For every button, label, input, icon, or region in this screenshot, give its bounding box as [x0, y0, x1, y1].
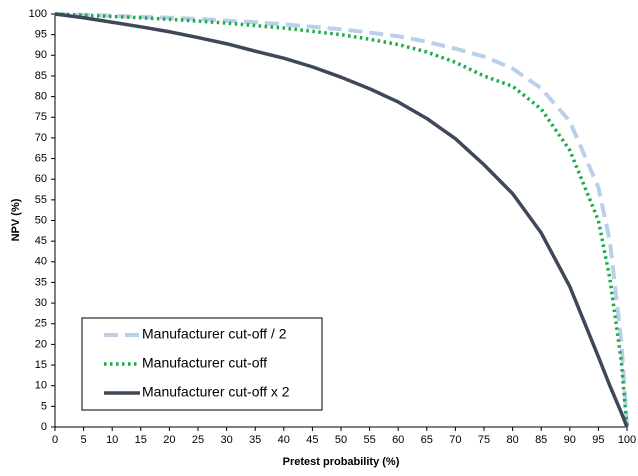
y-tick-label: 5 [41, 400, 47, 412]
series-line [54, 12, 629, 428]
y-tick-label: 55 [35, 194, 47, 206]
legend-label: Manufacturer cut-off x 2 [142, 384, 290, 400]
y-axis-title: NPV (%) [10, 198, 22, 241]
x-tick-label: 95 [592, 434, 604, 446]
y-tick-label: 35 [35, 276, 47, 288]
y-tick-label: 60 [35, 173, 47, 185]
y-tick-label: 65 [35, 152, 47, 164]
x-tick-label: 5 [81, 434, 87, 446]
x-tick-label: 85 [535, 434, 547, 446]
y-tick-label: 40 [35, 256, 47, 268]
y-tick-label: 20 [35, 338, 47, 350]
y-tick-label: 95 [35, 29, 47, 41]
x-tick-label: 65 [421, 434, 433, 446]
legend-label: Manufacturer cut-off / 2 [142, 326, 287, 342]
legend-label: Manufacturer cut-off [142, 355, 267, 371]
x-tick-label: 55 [363, 434, 375, 446]
y-tick-label: 45 [35, 235, 47, 247]
y-tick-label: 85 [35, 70, 47, 82]
y-tick-label: 80 [35, 91, 47, 103]
y-tick-label: 25 [35, 318, 47, 330]
y-tick-label: 10 [35, 380, 47, 392]
y-tick-label: 90 [35, 49, 47, 61]
y-tick-label: 15 [35, 359, 47, 371]
y-tick-label: 0 [41, 421, 47, 433]
x-tick-label: 100 [618, 434, 636, 446]
x-tick-label: 30 [220, 434, 232, 446]
y-tick-label: 50 [35, 214, 47, 226]
x-tick-label: 45 [306, 434, 318, 446]
x-tick-label: 75 [478, 434, 490, 446]
x-tick-label: 20 [163, 434, 175, 446]
y-tick-label: 100 [29, 8, 47, 20]
x-axis-title: Pretest probability (%) [283, 456, 400, 468]
x-tick-label: 15 [135, 434, 147, 446]
x-tick-label: 25 [192, 434, 204, 446]
series-line [54, 12, 629, 428]
x-tick-label: 60 [392, 434, 404, 446]
x-tick-label: 40 [278, 434, 290, 446]
y-tick-label: 75 [35, 111, 47, 123]
x-tick-label: 0 [52, 434, 58, 446]
y-tick-label: 30 [35, 297, 47, 309]
x-tick-label: 70 [449, 434, 461, 446]
x-tick-label: 50 [335, 434, 347, 446]
x-tick-label: 80 [506, 434, 518, 446]
x-tick-label: 90 [564, 434, 576, 446]
y-tick-label: 70 [35, 132, 47, 144]
x-tick-label: 10 [106, 434, 118, 446]
x-tick-label: 35 [249, 434, 261, 446]
